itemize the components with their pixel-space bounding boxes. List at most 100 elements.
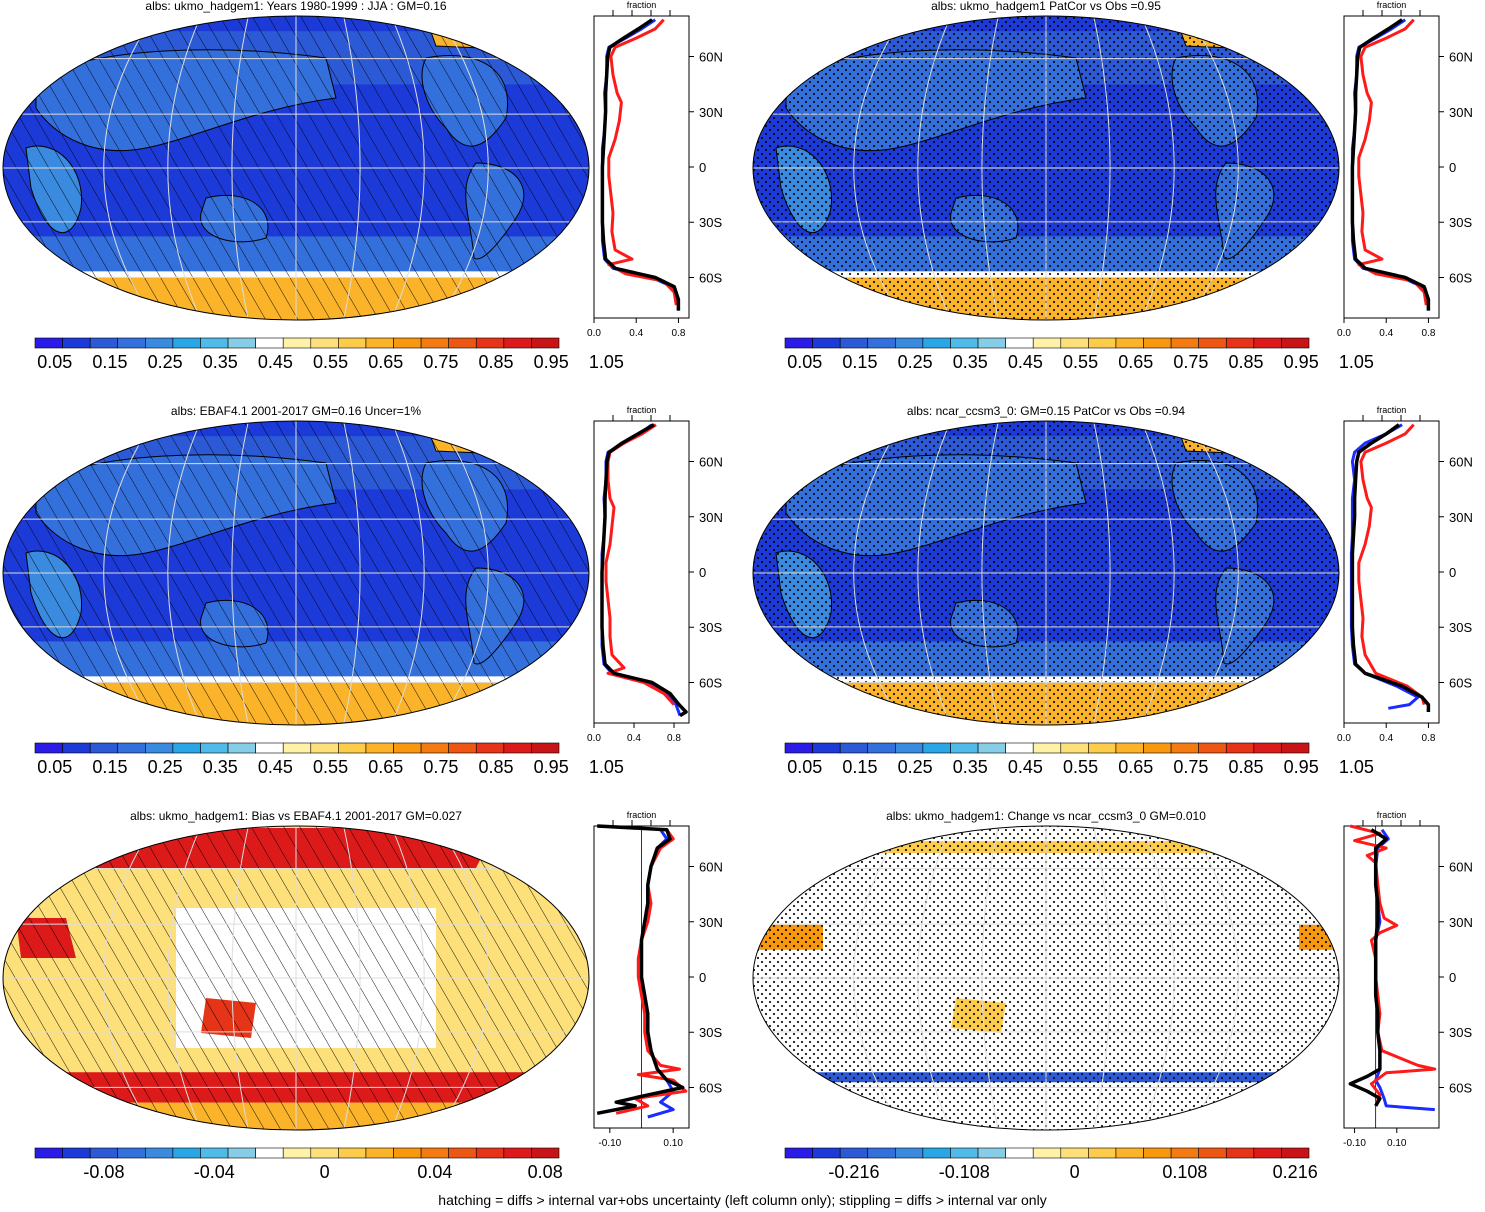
lat-label: 60S [699,1080,722,1095]
colorbar-cell [420,742,449,754]
colorbar-cell [839,1147,869,1159]
meridian-line [917,421,952,725]
colorbar-cell [172,742,201,754]
colorbar-cell [1225,1147,1255,1159]
colorbar-cell [227,337,256,349]
colorbar-cell [448,742,477,754]
colorbar-label: 0.45 [1008,352,1043,372]
colorbar-cell [1170,742,1199,754]
colorbar-cell [172,337,201,349]
x-tick-label: 0.8 [667,733,681,744]
map-body [3,826,589,1130]
colorbar-label: 0.05 [37,352,72,372]
zonal-panel-3: fraction 60N 30N 0 30S 60S 0.0 0.4 0.8 [587,405,723,744]
lat-label: 0 [1449,160,1456,175]
colorbar-cell [895,337,924,349]
colorbar-cell [531,742,560,754]
meridian-line [167,421,202,725]
colorbar-label: 0.95 [534,757,569,777]
meridian-line [981,16,999,320]
colorbar-cell [1088,337,1117,349]
colorbar-label: 0.25 [898,757,933,777]
colorbar-cell [1225,337,1255,349]
meridian-line [1140,421,1175,725]
lat-label: 60N [1449,50,1473,65]
x-tick-label: 0.10 [663,1138,683,1149]
colorbar-cell [1170,337,1199,349]
colorbar-cell [365,337,394,349]
colorbar-cell [1281,742,1310,754]
meridian-line [167,826,202,1130]
lat-label: 0 [1449,565,1456,580]
lat-label: 0 [699,970,706,985]
x-tick-label: 0.8 [1421,733,1435,744]
zonal-line-black [600,18,681,311]
colorbar-cell [62,1147,91,1159]
panel-title: albs: ukmo_hadgem1 PatCor vs Obs =0.95 [931,0,1161,13]
map-body [3,16,589,320]
zonal-panel-4: fraction 60N 30N 0 30S 60S 0.0 0.4 0.8 [1337,405,1473,744]
colorbar-label: 0.35 [953,352,988,372]
colorbar-label: 0.65 [368,757,403,777]
colorbar-cell [255,337,284,349]
lat-label: 30S [1449,215,1472,230]
colorbar-cell [282,742,312,754]
x-tick-label: 0.0 [587,733,601,744]
colorbar-cell [227,1147,256,1159]
colorbar-cell [784,1147,813,1159]
colorbar-cell [200,337,229,349]
meridian-line [853,421,904,725]
x-tick-label: 0.4 [627,733,641,744]
colorbar-label: -0.108 [939,1162,990,1182]
colorbar-cell [145,742,174,754]
map-panel-4: albs: ncar_ccsm3_0: GM=0.15 PatCor vs Ob… [752,404,1374,777]
colorbar-cell [200,742,229,754]
colorbar-label: 0.45 [258,757,293,777]
meridian-line [1093,826,1111,1130]
colorbar-label: 0.45 [258,352,293,372]
colorbar-cell [282,1147,312,1159]
colorbar-cell [1198,742,1227,754]
zonal-line-red [1357,423,1426,706]
meridian-line [1093,421,1111,725]
zonal-panel-6: fraction 60N 30N 0 30S 60S -0.10 0.10 [1343,810,1473,1149]
colorbar-cell [812,742,841,754]
lat-label: 30S [699,215,722,230]
lat-label: 60S [699,675,722,690]
colorbar-cell [1143,337,1172,349]
lat-label: 60N [699,455,723,470]
colorbar-cell [950,1147,979,1159]
meridian-line [343,16,361,320]
colorbar-cell [62,742,91,754]
colorbar-cell [255,742,284,754]
x-tick-label: 0.0 [587,328,601,339]
colorbar-label: 0.95 [1284,757,1319,777]
colorbar-cell [1281,337,1310,349]
colorbar-cell [117,337,146,349]
lat-label: 60S [1449,1080,1472,1095]
colorbar-cell [1005,337,1034,349]
colorbar-cell [812,1147,841,1159]
colorbar-cell [867,337,896,349]
meridian-line [390,421,425,725]
colorbar-cell [1060,742,1089,754]
zonal-top-label: fraction [627,810,657,820]
colorbar-cell [1225,742,1255,754]
lat-label: 30S [699,1025,722,1040]
colorbar-cell [503,742,532,754]
colorbar-cell [1032,742,1062,754]
panel-title: albs: ukmo_hadgem1: Bias vs EBAF4.1 2001… [130,809,462,823]
colorbar-label: 1.05 [589,352,624,372]
colorbar-cell [977,1147,1006,1159]
colorbar-cell [950,742,979,754]
colorbar-cell [812,337,841,349]
lat-label: 30S [1449,620,1472,635]
map-outline [2,825,590,1131]
colorbar-cell [117,742,146,754]
colorbar-label: 0 [1070,1162,1080,1182]
colorbar-label: 0.15 [92,352,127,372]
colorbar-cell [922,742,951,754]
colorbar-cell [867,742,896,754]
x-tick-label: 0.8 [671,328,685,339]
